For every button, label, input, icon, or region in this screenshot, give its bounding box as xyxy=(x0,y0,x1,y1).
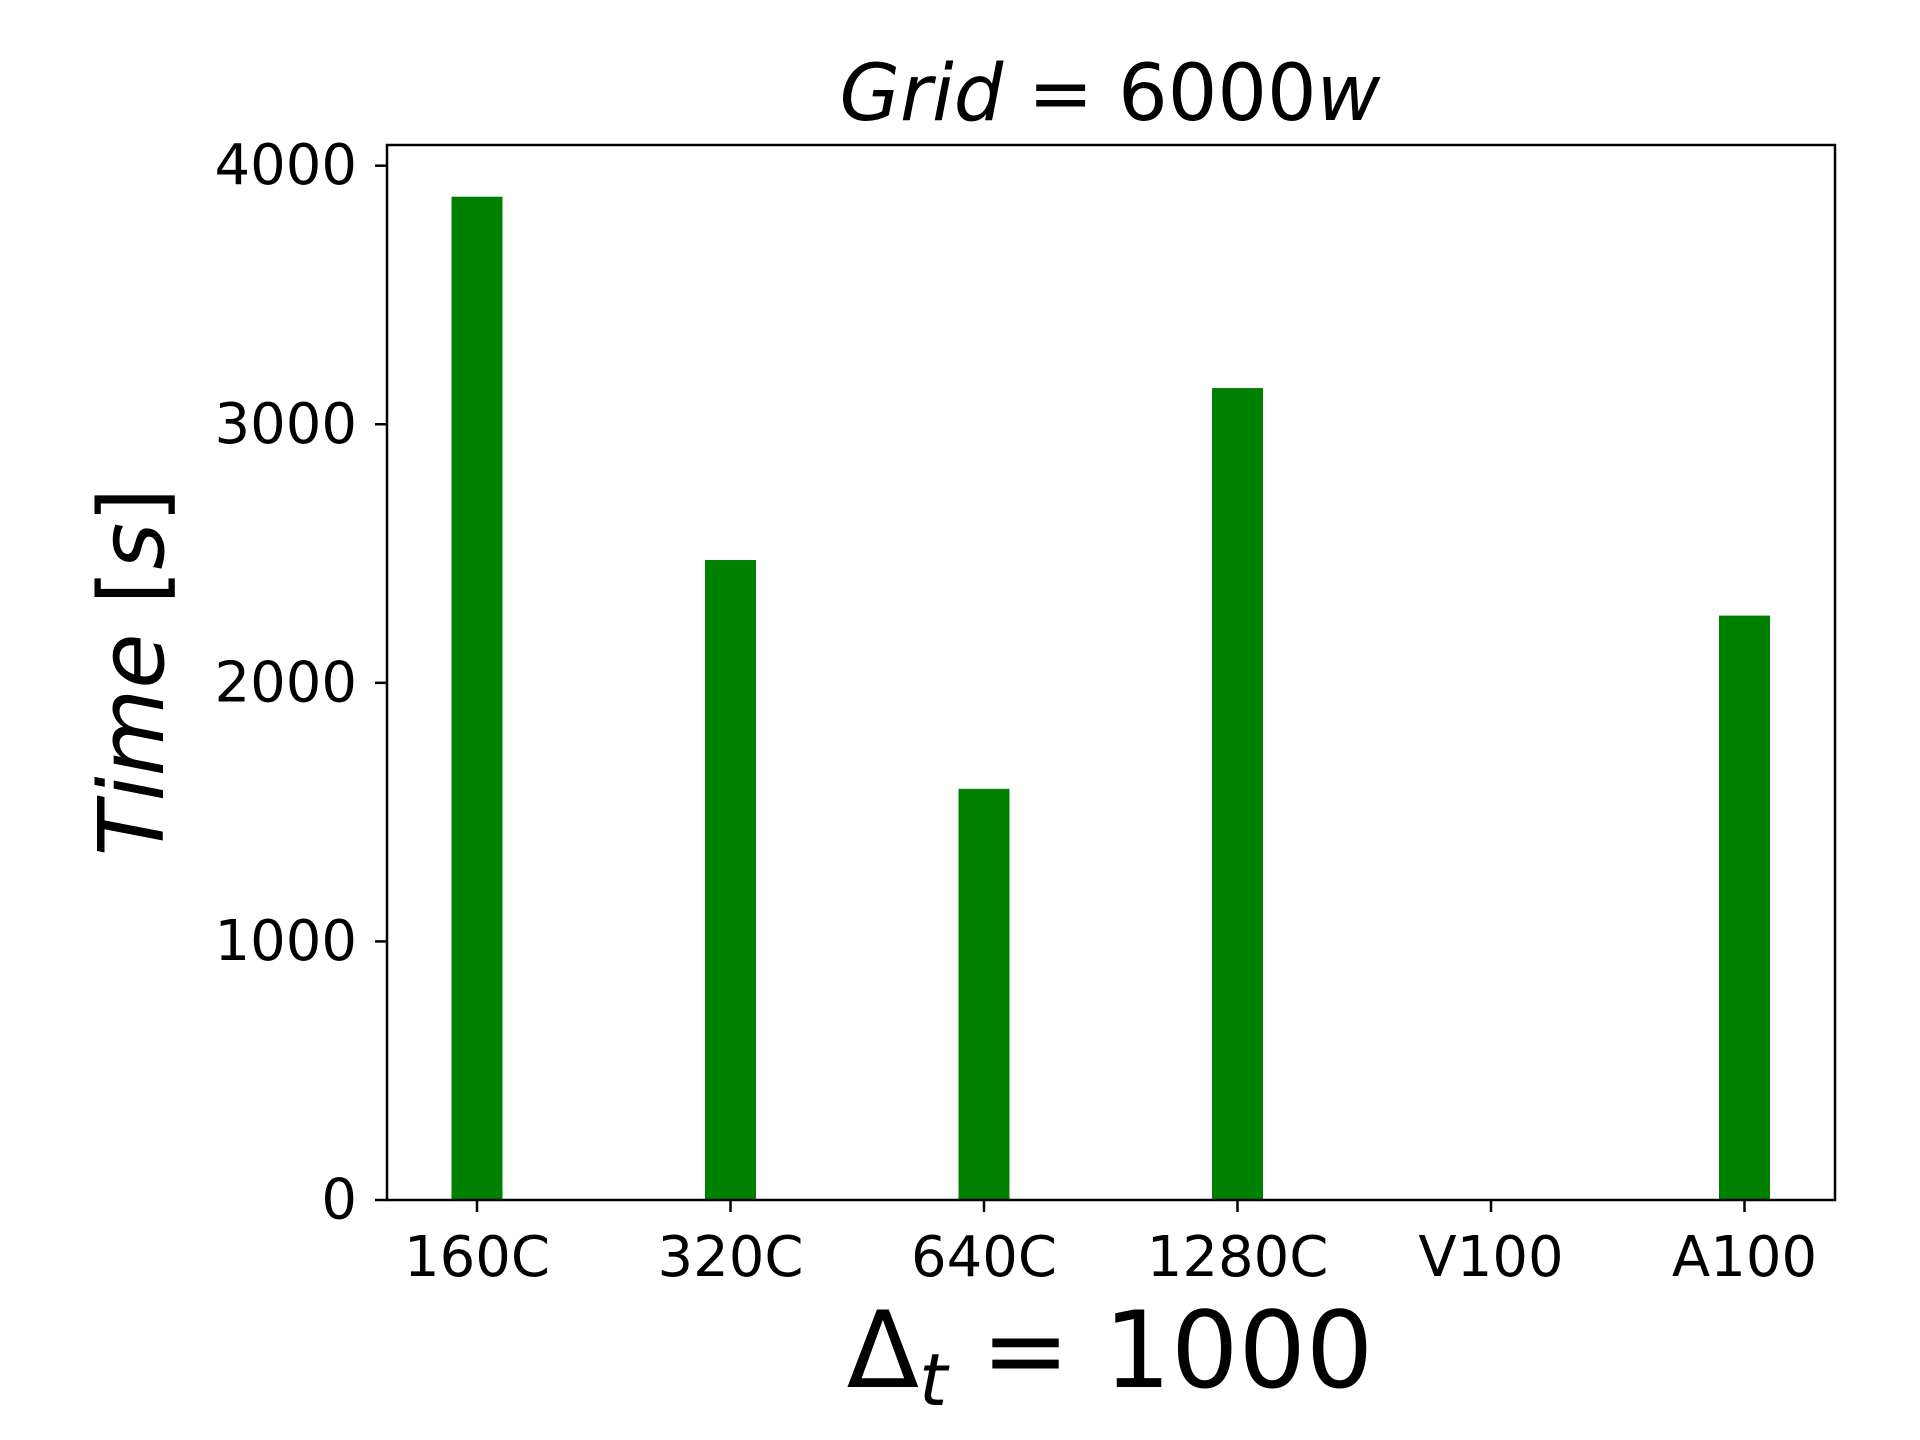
chart-title: Grid = 6000w xyxy=(840,49,1381,139)
y-axis-label-italic: Time xyxy=(80,633,185,856)
y-tick-label: 3000 xyxy=(214,392,357,457)
x-tick-label-1280c: 1280C xyxy=(1147,1225,1329,1290)
bar-640c xyxy=(958,788,1010,1200)
y-axis-label-rest: [ xyxy=(80,570,185,634)
x-axis-label-subscript: t xyxy=(919,1338,950,1422)
x-axis-ticks: 160C 320C 640C 1280C V100 A100 xyxy=(404,1200,1817,1290)
y-tick-label: 2000 xyxy=(214,650,357,715)
bar-320c xyxy=(705,560,756,1200)
y-axis-label: Time [s] xyxy=(80,488,185,857)
x-axis-label: Δt = 1000 xyxy=(847,1289,1374,1422)
x-axis-label-symbol: Δ xyxy=(847,1289,920,1412)
y-axis-label-close: ] xyxy=(80,488,185,523)
y-tick-label: 4000 xyxy=(214,133,357,198)
chart-title-italic: Grid xyxy=(840,49,1004,139)
plot-frame xyxy=(385,143,1837,1202)
chart-title-rest: = 6000 xyxy=(1003,49,1316,139)
bar-group xyxy=(451,196,1770,1200)
y-axis-label-unit: s xyxy=(80,523,185,570)
y-tick-label: 1000 xyxy=(214,909,357,974)
x-tick-label-640c: 640C xyxy=(911,1225,1057,1290)
y-axis-ticks: 0 1000 2000 3000 4000 xyxy=(214,133,387,1233)
x-tick-label-320c: 320C xyxy=(658,1225,804,1290)
bar-a100 xyxy=(1719,615,1770,1200)
y-tick-label: 0 xyxy=(321,1168,357,1233)
bar-160c xyxy=(451,196,503,1200)
bar-1280c xyxy=(1212,388,1263,1200)
x-axis-label-rest: = 1000 xyxy=(947,1289,1373,1412)
x-tick-label-160c: 160C xyxy=(404,1225,550,1290)
x-tick-label-a100: A100 xyxy=(1672,1225,1817,1290)
chart-title-suffix: w xyxy=(1317,49,1381,139)
x-tick-label-v100: V100 xyxy=(1418,1225,1563,1290)
